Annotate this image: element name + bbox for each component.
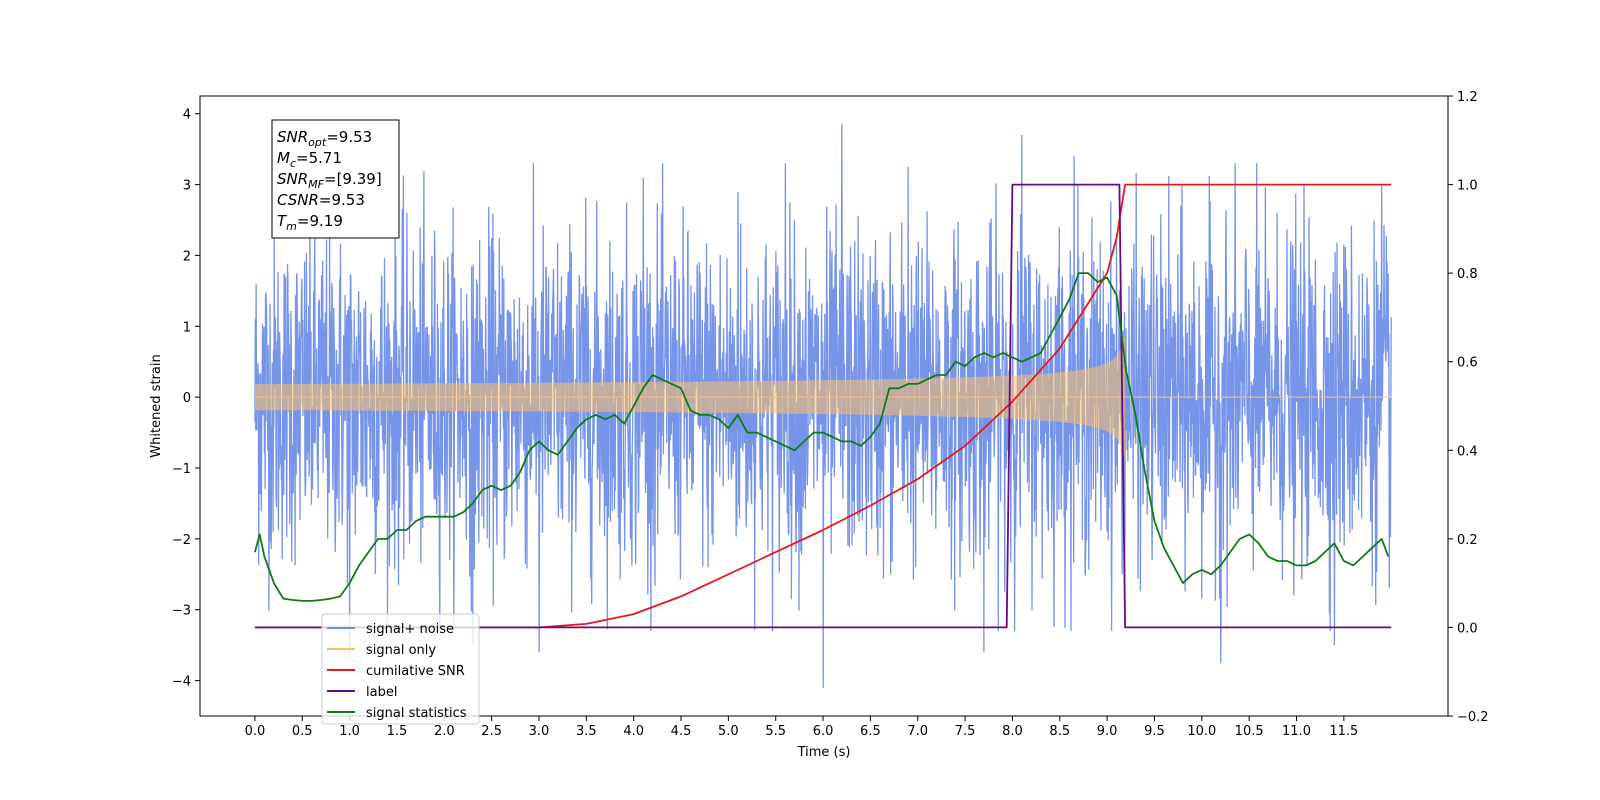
legend-entry-label: signal only xyxy=(366,643,436,658)
stats-annotation-frame xyxy=(271,119,400,239)
x-tick-label: 8.5 xyxy=(1049,724,1070,739)
left-y-tick-label: 1 xyxy=(183,320,191,335)
x-axis-label: Time (s) xyxy=(797,745,851,760)
x-tick-label: 10.5 xyxy=(1235,724,1264,739)
x-tick-label: 10.0 xyxy=(1187,724,1216,739)
stats-annotation-line: CSNR=9.53 xyxy=(277,191,365,209)
x-tick-label: 5.0 xyxy=(718,724,739,739)
series-signal-noise-line xyxy=(254,124,1392,688)
x-tick-label: 4.0 xyxy=(623,724,644,739)
series-cumulative-snr-line xyxy=(254,183,1392,629)
left-y-tick-label: −4 xyxy=(172,675,191,690)
right-y-tick-label: −0.2 xyxy=(1457,710,1489,725)
x-tick-label: 11.0 xyxy=(1282,724,1311,739)
x-tick-label: 1.5 xyxy=(387,724,408,739)
right-y-tick-label: 0.2 xyxy=(1457,533,1478,548)
x-tick-label: 0.0 xyxy=(245,724,266,739)
stats-annotation-line: SNRopt=9.53 xyxy=(277,128,372,149)
right-y-tick-label: 0.4 xyxy=(1457,444,1478,459)
x-tick-label: 3.5 xyxy=(576,724,597,739)
left-y-tick-label: −1 xyxy=(172,462,191,477)
x-tick-label: 1.0 xyxy=(339,724,360,739)
legend-entry-label: signal statistics xyxy=(366,706,467,721)
x-tick-label: 2.5 xyxy=(481,724,502,739)
legend-entry-label: signal+ noise xyxy=(366,622,454,637)
x-tick-label: 8.0 xyxy=(1002,724,1023,739)
series-signal-statistics-line xyxy=(254,272,1390,602)
x-tick-label: 9.5 xyxy=(1144,724,1165,739)
x-tick-label: 4.5 xyxy=(671,724,692,739)
legend: signal+ noise signal only cumilative SNR la… xyxy=(321,613,480,725)
left-y-tick-label: −2 xyxy=(172,533,191,548)
left-y-tick-label: −3 xyxy=(172,604,191,619)
left-y-tick-label: 2 xyxy=(183,249,191,264)
x-tick-label: 7.0 xyxy=(907,724,928,739)
left-y-tick-label: 4 xyxy=(183,108,191,123)
x-tick-label: 7.5 xyxy=(955,724,976,739)
x-tick-label: 5.5 xyxy=(765,724,786,739)
plot-frame xyxy=(199,95,1449,717)
left-y-tick-label: 3 xyxy=(183,179,191,194)
x-tick-label: 3.0 xyxy=(529,724,550,739)
left-y-tick-label: 0 xyxy=(183,391,191,406)
legend-entry-label: cumilative SNR xyxy=(366,664,465,679)
x-tick-label: 6.5 xyxy=(860,724,881,739)
stats-annotation-line: Mc=5.71 xyxy=(277,149,342,170)
right-y-tick-label: 1.2 xyxy=(1457,90,1478,105)
legend-frame xyxy=(321,613,480,725)
y-axis-label: Whitened strain xyxy=(149,354,164,457)
right-y-tick-label: 0.6 xyxy=(1457,356,1478,371)
stats-annotation-line: SNRMF=[9.39] xyxy=(277,170,382,191)
right-y-tick-label: 1.0 xyxy=(1457,179,1478,194)
right-y-tick-label: 0.0 xyxy=(1457,621,1478,636)
stats-annotation-line: Tm=9.19 xyxy=(277,212,343,233)
right-y-tick-label: 0.8 xyxy=(1457,267,1478,282)
axes: 0.0 0.5 1.0 1.5 2.0 2.5 3.0 3.5 4.0 4.5 5.0 5.5 6.0 6… xyxy=(172,90,1489,739)
x-tick-label: 0.5 xyxy=(292,724,313,739)
series-label-line xyxy=(254,183,1392,629)
x-tick-label: 9.0 xyxy=(1097,724,1118,739)
x-tick-label: 6.0 xyxy=(813,724,834,739)
x-tick-label: 2.0 xyxy=(434,724,455,739)
x-tick-label: 11.5 xyxy=(1329,724,1358,739)
legend-entry-label: label xyxy=(366,685,397,700)
plot-area xyxy=(254,124,1392,688)
